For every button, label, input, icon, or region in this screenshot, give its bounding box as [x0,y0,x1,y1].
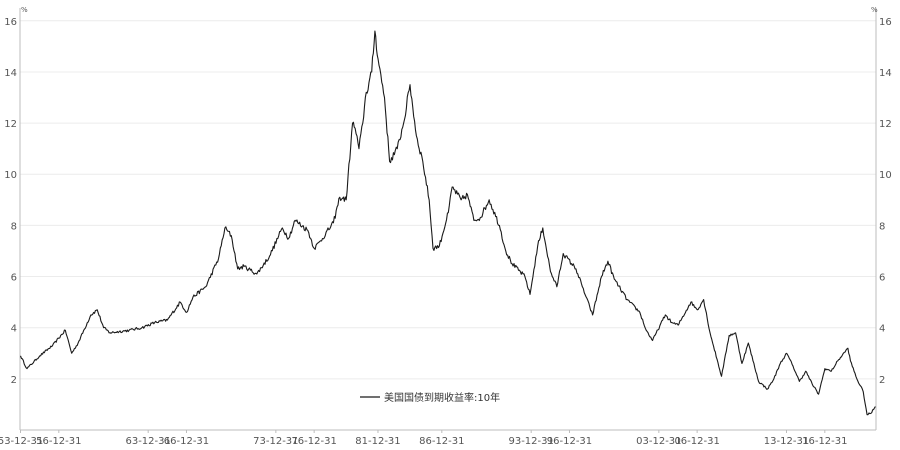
x-tick-label: 63-12-31 [125,436,170,447]
x-tick-label: 76-12-31 [291,436,336,447]
x-tick-label: 53-12-31 [0,436,43,447]
y-tick-label-left: 8 [11,221,17,232]
series-layer [19,30,876,416]
x-tick-label: 81-12-31 [355,436,400,447]
x-tick-label: 13-12-31 [764,436,809,447]
axes [19,8,877,433]
legend: 美国国债到期收益率:10年 [360,391,500,404]
series-line [19,30,876,416]
x-tick-label: 16-12-31 [802,436,847,447]
y-unit-left: % [21,6,28,14]
x-tick-label: 73-12-31 [253,436,298,447]
y-tick-label-left: 10 [4,170,17,181]
x-tick-label: 93-12-31 [508,436,553,447]
x-tick-label: 56-12-31 [36,436,81,447]
x-tick-label: 06-12-31 [674,436,719,447]
y-tick-label-right: 8 [879,221,885,232]
gridlines [20,20,876,380]
y-tick-label-left: 16 [4,17,17,28]
y-tick-label-right: 16 [879,17,892,28]
tick-labels: 2 2 4 4 6 6 8 8 10 10 12 12 14 14 16 16 53-12-3156-12-31… [0,17,892,447]
y-tick-label-left: 2 [11,375,17,386]
y-tick-label-right: 6 [879,273,885,284]
legend-label: 美国国债到期收益率:10年 [384,391,500,404]
y-tick-label-right: 4 [879,324,885,335]
y-tick-label-left: 14 [4,68,17,79]
y-tick-label-right: 12 [879,119,892,130]
x-tick-label: 66-12-31 [164,436,209,447]
x-tick-label: 03-12-31 [636,436,681,447]
x-tick-label: 96-12-31 [547,436,592,447]
y-tick-label-right: 2 [879,375,885,386]
y-tick-label-left: 6 [11,273,17,284]
y-unit-right: % [871,6,878,14]
y-tick-label-right: 14 [879,68,892,79]
y-tick-label-left: 12 [4,119,17,130]
y-tick-label-right: 10 [879,170,892,181]
x-tick-label: 86-12-31 [419,436,464,447]
y-tick-label-left: 4 [11,324,17,335]
